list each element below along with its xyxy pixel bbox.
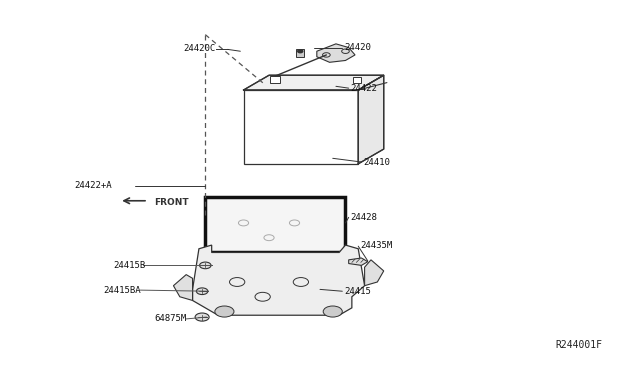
FancyBboxPatch shape [270,76,280,83]
Circle shape [195,313,209,321]
Text: 24410: 24410 [364,157,390,167]
Text: 24420: 24420 [344,43,371,52]
Polygon shape [173,275,193,301]
Polygon shape [193,245,365,315]
Polygon shape [365,260,384,286]
Text: 24415: 24415 [344,287,371,296]
Text: 24420C: 24420C [183,44,215,53]
FancyBboxPatch shape [296,49,304,57]
Text: FRONT: FRONT [154,198,189,207]
Polygon shape [349,258,368,265]
Polygon shape [244,75,384,90]
Circle shape [196,288,208,295]
Text: 24415B: 24415B [113,261,145,270]
Text: 24422: 24422 [351,84,378,93]
FancyBboxPatch shape [205,197,346,253]
FancyBboxPatch shape [244,90,358,164]
Text: 24422+A: 24422+A [75,182,112,190]
Polygon shape [358,75,384,164]
Text: 24428: 24428 [351,213,378,222]
Circle shape [298,50,303,53]
Circle shape [200,262,211,269]
Text: 24415BA: 24415BA [103,286,141,295]
Text: R244001F: R244001F [556,340,603,350]
Text: 24435M: 24435M [360,241,392,250]
Polygon shape [317,44,355,62]
FancyBboxPatch shape [353,77,361,83]
Circle shape [215,306,234,317]
Circle shape [323,306,342,317]
Text: 64875M: 64875M [154,314,187,323]
